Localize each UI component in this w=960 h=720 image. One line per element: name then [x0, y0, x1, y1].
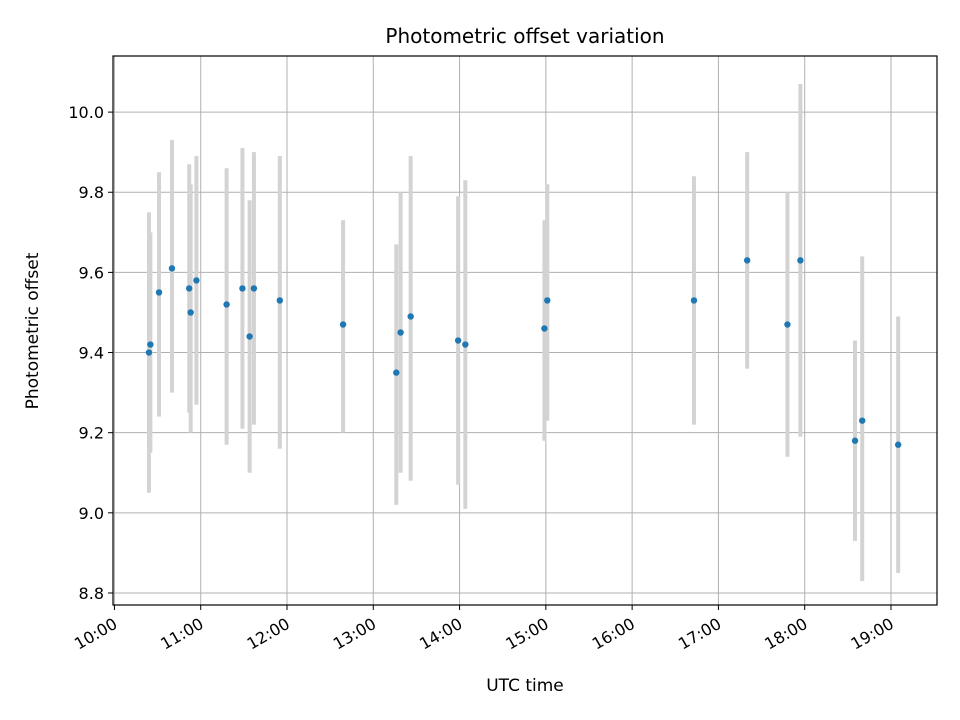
y-tick-label: 9.8 [79, 183, 104, 202]
data-point [186, 285, 193, 292]
data-point [168, 265, 176, 272]
data-point [276, 297, 284, 304]
data-point [743, 257, 751, 264]
data-point [851, 437, 859, 444]
data-point [339, 321, 347, 328]
data-point [250, 285, 258, 292]
y-axis-label: Photometric offset [23, 252, 43, 409]
x-axis-label: UTC time [486, 676, 564, 696]
y-tick-label: 9.6 [79, 263, 104, 282]
data-point [145, 349, 153, 356]
plot-frame [112, 55, 938, 606]
y-tick-label: 9.4 [79, 344, 104, 363]
data-point [784, 321, 791, 328]
data-point [544, 297, 551, 304]
data-point [246, 333, 253, 340]
data-point [690, 297, 698, 304]
data-point [223, 301, 230, 308]
data-point [454, 337, 462, 344]
data-point [393, 369, 400, 376]
data-point [859, 417, 866, 424]
y-tick-label: 8.8 [79, 584, 104, 603]
data-point [407, 313, 414, 320]
y-axis-ticks: 8.8 9.0 9.2 9.4 9.6 9.8 10.0 [68, 103, 113, 603]
data-points [145, 257, 902, 448]
data-point [462, 341, 469, 348]
data-point [187, 309, 194, 316]
data-point [155, 289, 163, 296]
data-point [147, 341, 154, 348]
data-point [541, 325, 548, 332]
data-point [397, 329, 404, 336]
y-tick-label: 10.0 [68, 103, 104, 122]
chart-title: Photometric offset variation [385, 24, 664, 48]
data-point [193, 277, 200, 284]
data-point [797, 257, 804, 264]
y-tick-label: 9.2 [79, 424, 104, 443]
data-point [894, 441, 902, 448]
y-tick-label: 9.0 [79, 504, 104, 523]
data-point [239, 285, 246, 292]
